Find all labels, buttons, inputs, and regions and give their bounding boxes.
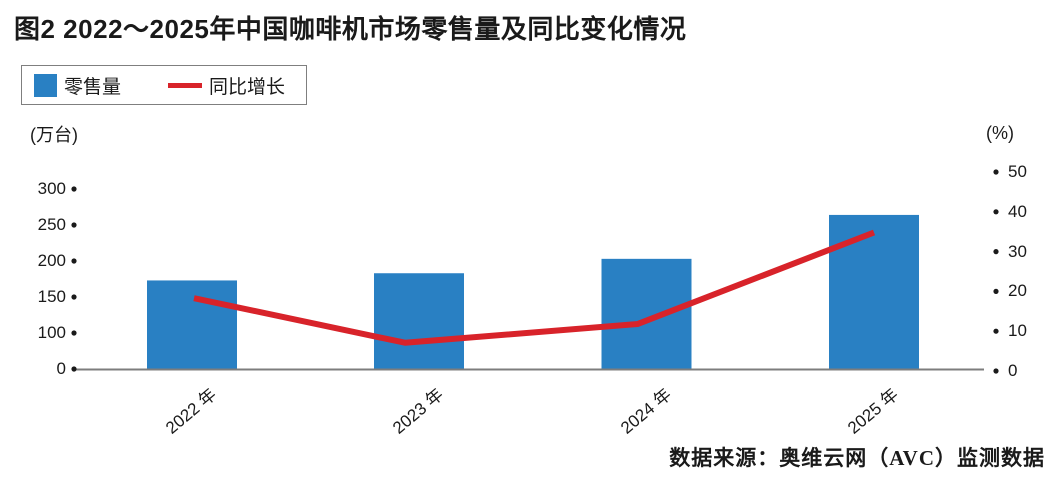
yoy-line (193, 229, 876, 346)
right-tick-label-10: 10 (1008, 321, 1027, 341)
right-tick-label-0: 0 (1008, 361, 1018, 380)
left-tick-label-200: 200 (37, 251, 66, 270)
left-tick-dot-300 (71, 186, 77, 192)
right-tick-dot-30 (993, 249, 999, 255)
legend: 零售量 同比增长 (21, 65, 307, 105)
left-tick-label-300: 300 (37, 179, 66, 198)
legend-line-label: 同比增长 (209, 76, 286, 98)
data-source: 数据来源：奥维云网（AVC）监测数据 (669, 446, 1045, 470)
right-tick-label-50: 50 (1008, 162, 1027, 181)
right-tick-label-20: 20 (1008, 281, 1027, 301)
bar-2023 (374, 273, 464, 369)
left-tick-label-100: 100 (37, 323, 66, 342)
right-tick-dot-50 (993, 169, 999, 175)
legend-bar-label: 零售量 (64, 76, 122, 98)
left-tick-dot-250 (71, 222, 77, 228)
right-tick-label-40: 40 (1008, 201, 1027, 221)
right-tick-label-30: 30 (1008, 241, 1027, 261)
right-tick-dot-10 (993, 328, 999, 334)
left-tick-dot-150 (71, 294, 77, 300)
right-axis-unit: (%) (986, 123, 1014, 143)
bar-2025 (829, 214, 919, 369)
left-tick-label-250: 250 (37, 215, 66, 234)
left-tick-dot-0 (71, 366, 77, 372)
left-tick-label-0: 0 (56, 359, 66, 378)
legend-bar-swatch-icon (34, 73, 57, 97)
chart-title: 图2 2022～2025年中国咖啡机市场零售量及同比变化情况 (14, 14, 687, 44)
right-tick-dot-20 (993, 288, 999, 294)
right-tick-dot-0 (993, 368, 999, 374)
left-tick-dot-100 (71, 330, 77, 336)
bar-2022 (147, 280, 237, 369)
left-tick-dot-200 (71, 258, 77, 264)
right-tick-dot-40 (993, 209, 999, 215)
bar-2024 (601, 258, 692, 369)
left-axis-unit: (万台) (30, 125, 78, 145)
left-tick-label-150: 150 (37, 287, 66, 306)
legend-line-swatch-icon (168, 82, 203, 88)
